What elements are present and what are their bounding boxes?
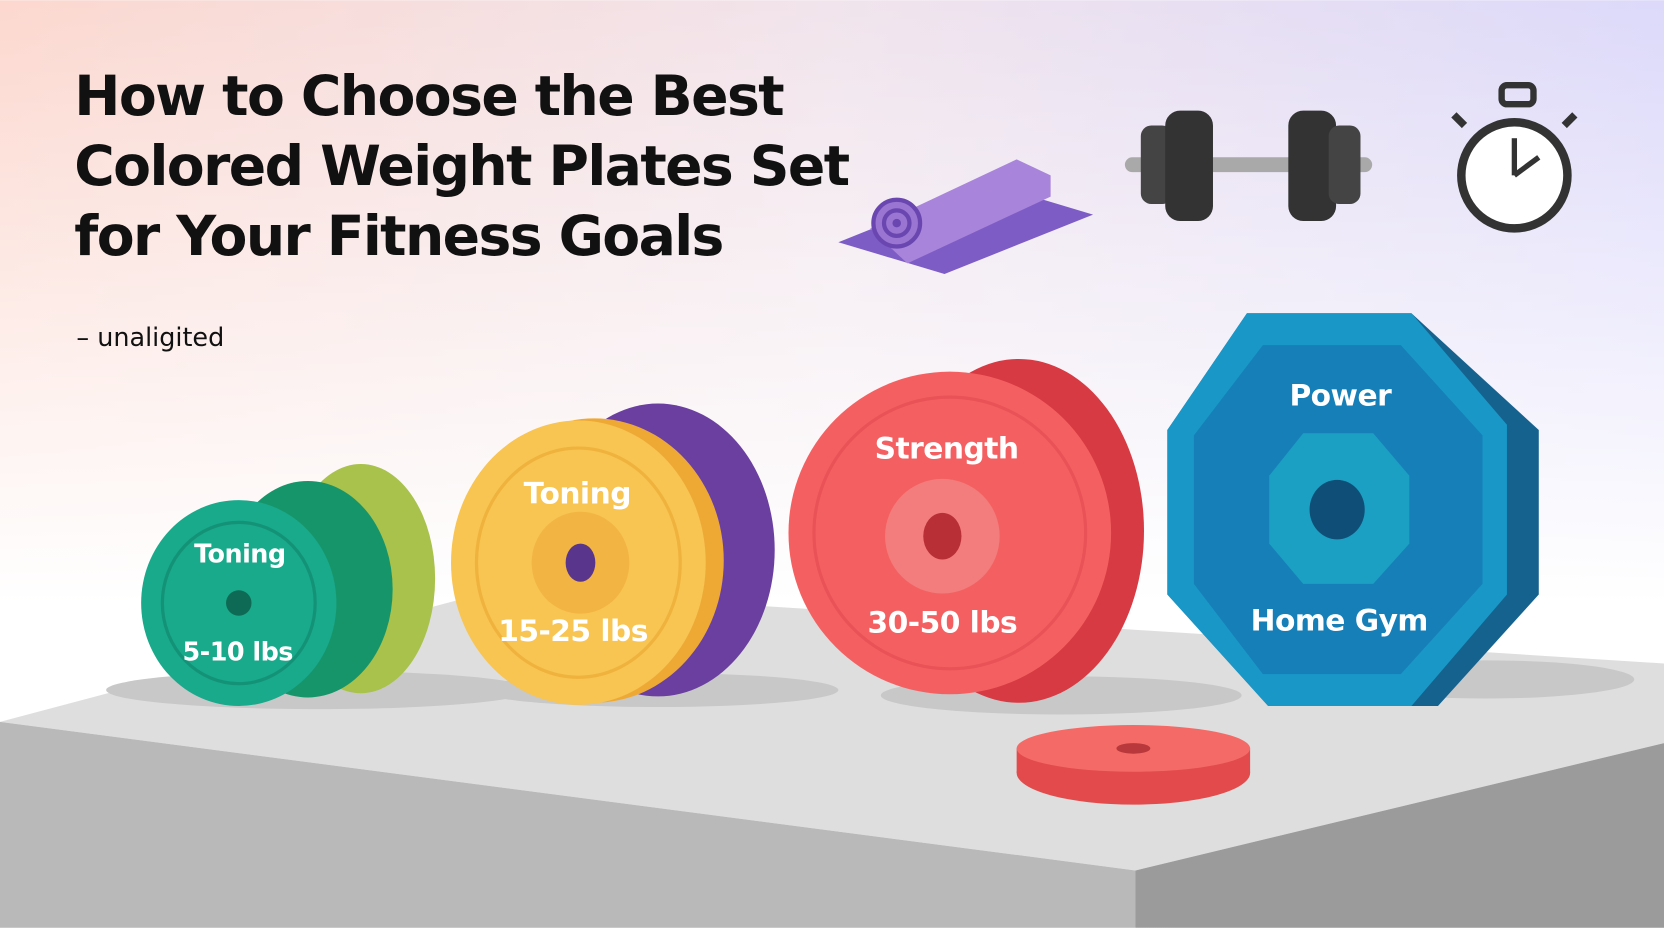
- plate-label: Power: [1289, 379, 1392, 414]
- plate-hole: [226, 590, 252, 616]
- stopwatch-icon: [1451, 81, 1578, 233]
- plate-hole: [1309, 479, 1365, 540]
- plate-label: 30-50 lbs: [868, 606, 1018, 641]
- title-line: How to Choose the Best: [74, 65, 784, 129]
- plate-ring: [812, 395, 1088, 671]
- plate-ring: [474, 446, 682, 679]
- title-line: for Your Fitness Goals: [74, 205, 723, 269]
- plate-hole: [923, 512, 962, 560]
- plate-ring: [160, 520, 317, 686]
- table-side: [1135, 743, 1664, 928]
- plate-label: Toning: [524, 476, 631, 511]
- plate-label: 15-25 lbs: [498, 614, 648, 649]
- byline: – unaligited: [76, 323, 224, 353]
- plate-label: Strength: [875, 432, 1019, 467]
- plate-label: 5-10 lbs: [183, 637, 293, 667]
- title-line: Colored Weight Plates Set: [74, 135, 849, 199]
- dumbbell-icon: [1124, 110, 1373, 221]
- yoga-mat-icon: [838, 159, 1094, 275]
- plate-label: Home Gym: [1251, 604, 1428, 639]
- plate-hole: [565, 543, 596, 582]
- table-front: [0, 721, 1136, 928]
- plate-label: Toning: [194, 540, 285, 570]
- plate-hole: [1116, 743, 1151, 754]
